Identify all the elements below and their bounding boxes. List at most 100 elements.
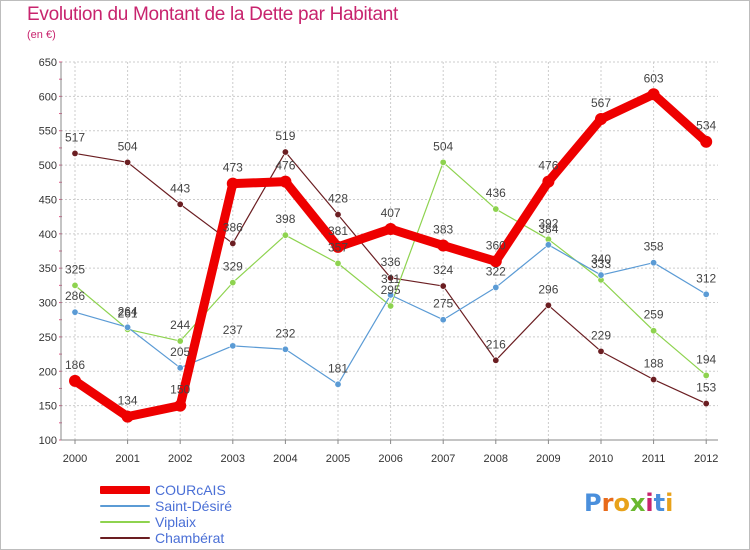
data-label: 261	[118, 306, 138, 320]
x-tick-label: 2008	[484, 453, 508, 465]
legend-swatch	[100, 486, 150, 494]
legend-label: Saint-Désiré	[155, 498, 233, 514]
data-label: 603	[644, 71, 664, 85]
data-label: 286	[65, 289, 85, 303]
series-point-3	[387, 274, 395, 282]
data-label: 296	[538, 282, 558, 296]
series-point-3	[229, 239, 237, 247]
series-point-2	[387, 302, 395, 310]
series-point-2	[229, 279, 237, 287]
data-label: 275	[433, 297, 453, 311]
data-label: 229	[591, 328, 611, 342]
data-label: 216	[486, 337, 506, 351]
series-point-0	[279, 175, 292, 188]
axis-layer: 100 150 200 250 300 350 400 450 500 550 600 650 2000…	[39, 57, 719, 465]
data-label: 336	[381, 255, 401, 269]
y-tick-label: 250	[39, 332, 57, 344]
data-label: 134	[118, 394, 138, 408]
series-point-3	[544, 301, 552, 309]
data-label: 259	[644, 308, 664, 322]
series-point-3	[597, 347, 605, 355]
series-point-1	[387, 291, 395, 299]
data-label: 381	[328, 224, 348, 238]
series-point-3	[650, 376, 658, 384]
y-tick-label: 400	[39, 229, 57, 241]
x-tick-label: 2003	[221, 453, 245, 465]
series-point-0	[647, 88, 660, 101]
x-tick-label: 2007	[431, 453, 455, 465]
logo-letter: P	[584, 489, 602, 517]
legend-label: COURcAIS	[155, 482, 226, 498]
data-label: 181	[328, 361, 348, 375]
data-label: 384	[538, 222, 558, 236]
data-label: 205	[170, 345, 190, 359]
data-label: 567	[591, 96, 611, 110]
series-point-0	[174, 399, 187, 412]
data-label: 436	[486, 186, 506, 200]
series-point-3	[176, 200, 184, 208]
logo-letter: o	[613, 489, 630, 517]
data-label: 186	[65, 358, 85, 372]
legend-swatch	[100, 521, 150, 523]
series-point-0	[595, 113, 607, 126]
y-tick-label: 300	[39, 298, 57, 310]
series-point-3	[124, 158, 132, 166]
series-point-1	[702, 290, 710, 298]
y-tick-label: 600	[39, 91, 57, 103]
data-label: 329	[223, 260, 243, 274]
series-point-3	[281, 148, 289, 156]
data-label: 476	[538, 159, 558, 173]
logo-letter: i	[665, 489, 674, 517]
series-point-1	[124, 323, 132, 331]
series-point-3	[702, 400, 710, 408]
series-point-0	[69, 374, 81, 387]
legend-label: Viplaix	[155, 514, 196, 530]
data-label: 392	[538, 216, 558, 230]
logo-letter: r	[601, 489, 614, 517]
series-layer	[69, 88, 713, 423]
series-point-1	[650, 259, 658, 267]
y-tick-label: 650	[39, 57, 57, 69]
data-label: 295	[381, 283, 401, 297]
data-label: 386	[223, 220, 243, 234]
x-tick-label: 2004	[273, 453, 297, 465]
series-point-3	[492, 356, 500, 364]
x-tick-label: 2000	[63, 453, 87, 465]
legend-swatch	[100, 505, 150, 507]
series-point-0	[226, 177, 239, 190]
chart-title: Evolution du Montant de la Dette par Hab…	[27, 4, 398, 25]
legend-label: Chambérat	[155, 530, 225, 546]
data-label: 407	[381, 206, 401, 220]
x-tick-label: 2012	[694, 453, 718, 465]
logo-letter: x	[629, 489, 646, 517]
series-point-1	[229, 342, 237, 350]
series-point-1	[71, 308, 79, 316]
data-label: 360	[486, 238, 506, 252]
data-label: 333	[591, 257, 611, 271]
x-tick-label: 2001	[115, 453, 139, 465]
grid-layer	[61, 61, 718, 441]
data-label: 476	[275, 159, 295, 173]
data-label: 398	[275, 212, 295, 226]
data-label: 153	[696, 381, 716, 395]
series-point-2	[176, 337, 184, 345]
data-label: 150	[170, 383, 190, 397]
data-label: 504	[118, 139, 138, 153]
data-label: 325	[65, 262, 85, 276]
data-label: 311	[381, 272, 400, 286]
series-point-1	[544, 241, 552, 249]
series-point-0	[332, 240, 344, 253]
series-point-1	[492, 283, 500, 291]
data-label: 324	[433, 263, 453, 277]
data-label-layer: 517 504 443 386 519 428 336 324 216 296 229 188 153 3…	[65, 71, 717, 407]
legend-swatch	[100, 537, 150, 539]
series-point-2	[702, 371, 710, 379]
y-tick-label: 550	[39, 126, 57, 138]
data-label: 358	[644, 240, 664, 254]
data-label: 519	[275, 129, 295, 143]
series-point-0	[700, 135, 713, 148]
series-point-2	[492, 205, 500, 213]
logo-letter: t	[653, 489, 666, 517]
data-label: 237	[223, 323, 243, 337]
series-point-0	[542, 175, 555, 188]
